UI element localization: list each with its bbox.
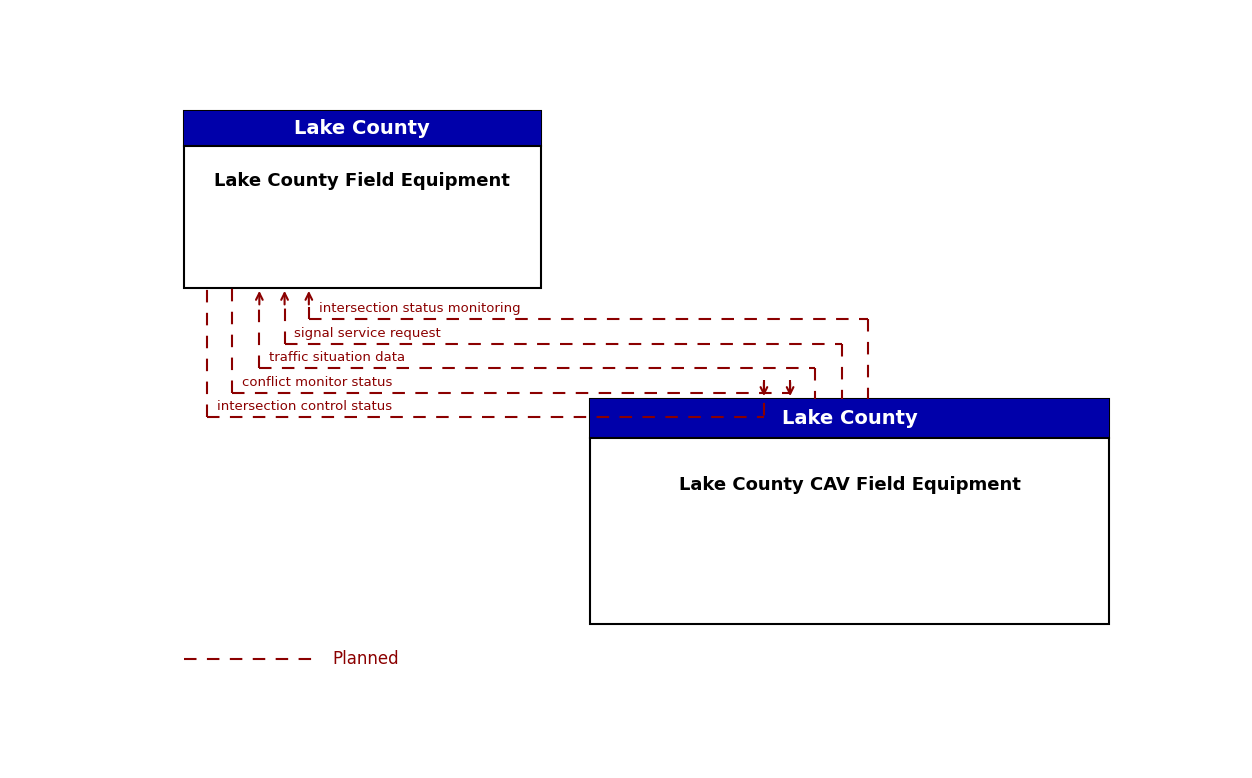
Text: Lake County: Lake County	[294, 119, 431, 138]
Text: Lake County Field Equipment: Lake County Field Equipment	[214, 173, 510, 191]
Bar	[184, 111, 541, 145]
Text: Lake County CAV Field Equipment: Lake County CAV Field Equipment	[679, 475, 1020, 493]
Bar	[590, 399, 1109, 438]
Text: intersection control status: intersection control status	[217, 400, 392, 413]
Text: Planned: Planned	[332, 650, 398, 668]
Text: conflict monitor status: conflict monitor status	[242, 376, 392, 389]
Text: traffic situation data: traffic situation data	[269, 351, 406, 364]
Bar	[590, 399, 1109, 623]
Bar	[184, 111, 541, 288]
Text: signal service request: signal service request	[294, 327, 441, 339]
Text: intersection status monitoring: intersection status monitoring	[318, 302, 520, 315]
Text: Lake County: Lake County	[782, 409, 918, 428]
